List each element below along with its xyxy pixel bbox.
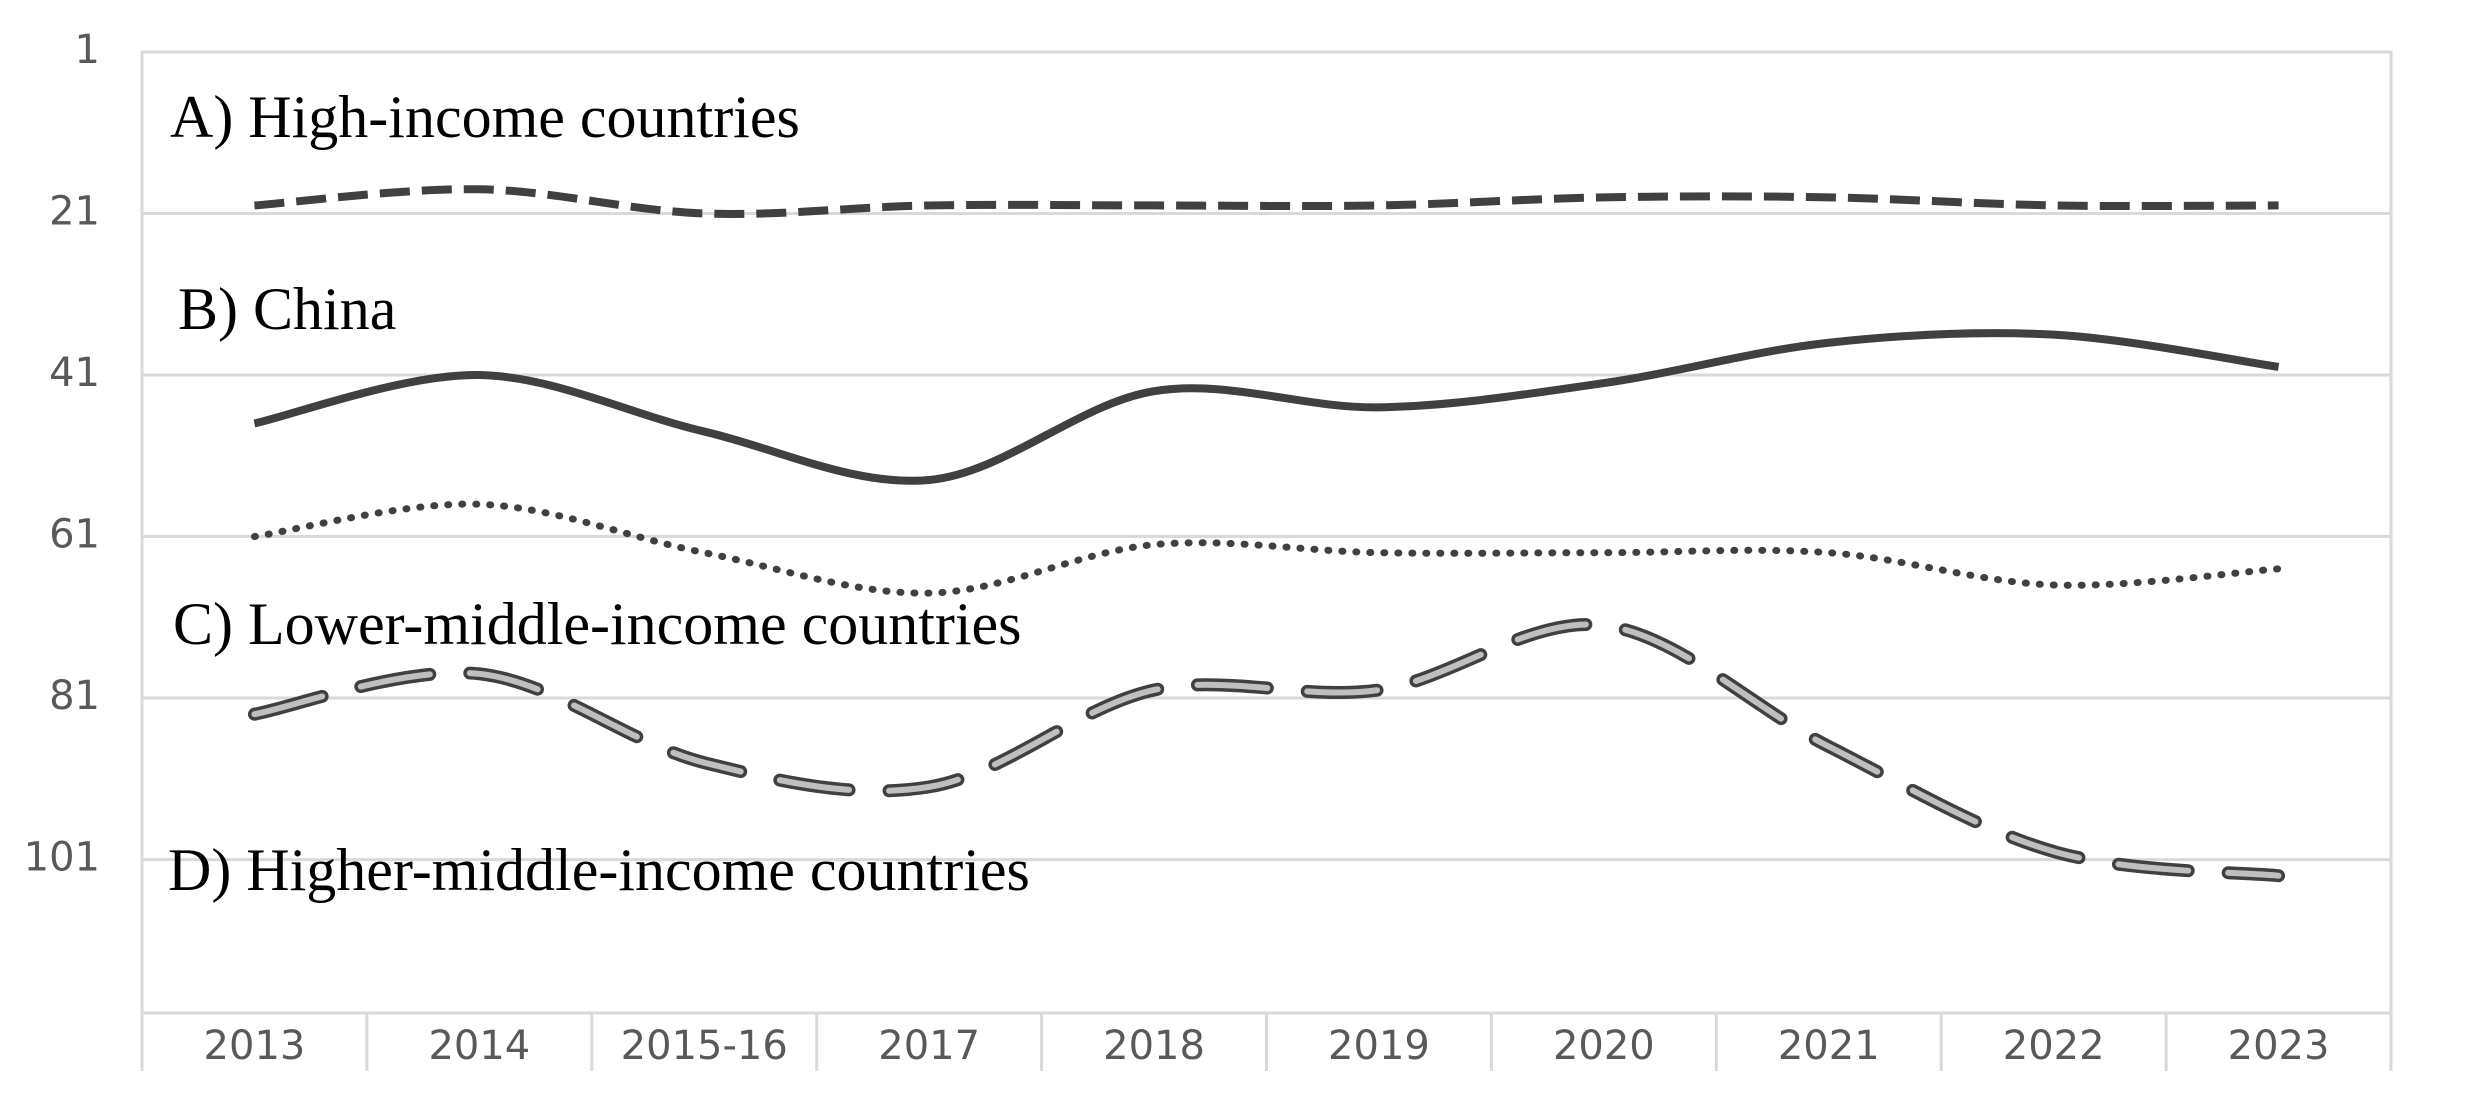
y-tick-label: 1	[75, 27, 100, 73]
x-tick-label: 2022	[2003, 1023, 2105, 1069]
annotation: C) Lower-middle-income countries	[173, 591, 1022, 657]
y-tick-label: 61	[49, 512, 100, 558]
x-tick-label: 2020	[1553, 1023, 1655, 1069]
series-line	[250, 500, 2283, 597]
x-tick-label: 2013	[204, 1023, 306, 1069]
y-tick-label: 101	[24, 835, 100, 881]
x-tick-label: 2023	[2228, 1023, 2330, 1069]
y-tick-label: 41	[49, 350, 100, 396]
x-tick-label: 2015-16	[621, 1023, 788, 1069]
series-line	[253, 329, 2280, 485]
x-tick-label: 2019	[1328, 1023, 1430, 1069]
y-tick-label: 81	[49, 673, 100, 719]
x-tick-label: 2017	[878, 1023, 980, 1069]
y-tick-label: 21	[49, 189, 100, 235]
x-tick-label: 2014	[428, 1023, 530, 1069]
annotation: B) China	[178, 276, 396, 342]
series-line	[254, 185, 2279, 218]
x-tick-label: 2018	[1103, 1023, 1205, 1069]
x-tick-label: 2021	[1778, 1023, 1880, 1069]
annotation: A) High-income countries	[170, 84, 800, 150]
annotation: D) Higher-middle-income countries	[168, 837, 1030, 903]
series-line-inner	[251, 621, 2282, 879]
